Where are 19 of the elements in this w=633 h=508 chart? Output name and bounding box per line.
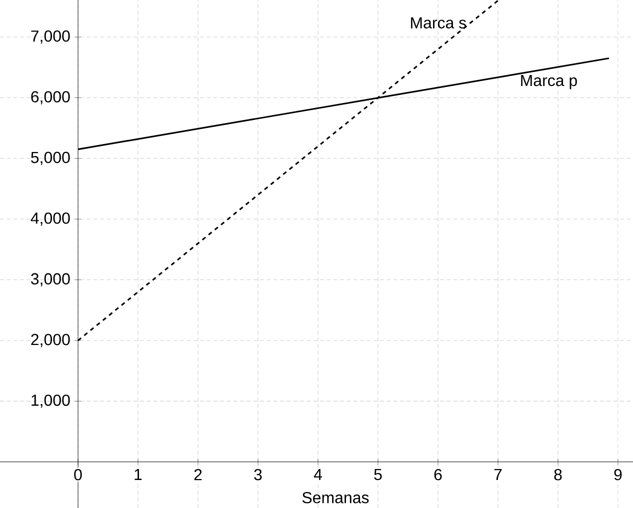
x-tick-label: 4 [314, 468, 322, 480]
x-tick-label: 7 [494, 468, 502, 480]
x-tick-label: 2 [194, 468, 202, 480]
y-tick-label: 5,000 [31, 152, 70, 166]
y-tick-label: 3,000 [31, 273, 70, 286]
x-tick-label: 9 [614, 468, 622, 480]
x-tick-label: 0 [74, 468, 82, 480]
y-tick-label: 2,000 [31, 334, 70, 348]
x-tick-label: 8 [554, 468, 562, 480]
y-tick-label: 4,000 [30, 212, 70, 226]
x-tick-label: 5 [374, 468, 382, 480]
x-tick-label: 3 [254, 468, 262, 480]
x-tick-label: 6 [434, 468, 442, 480]
x-tick-label: 1 [134, 468, 142, 480]
y-tick-label: 6,000 [31, 91, 70, 104]
y-tick-label: 1,000 [32, 394, 70, 408]
x-axis-title: Semanas [302, 492, 369, 504]
y-tick-label: 7,000 [31, 30, 70, 44]
series-label: Marca p [521, 74, 577, 90]
